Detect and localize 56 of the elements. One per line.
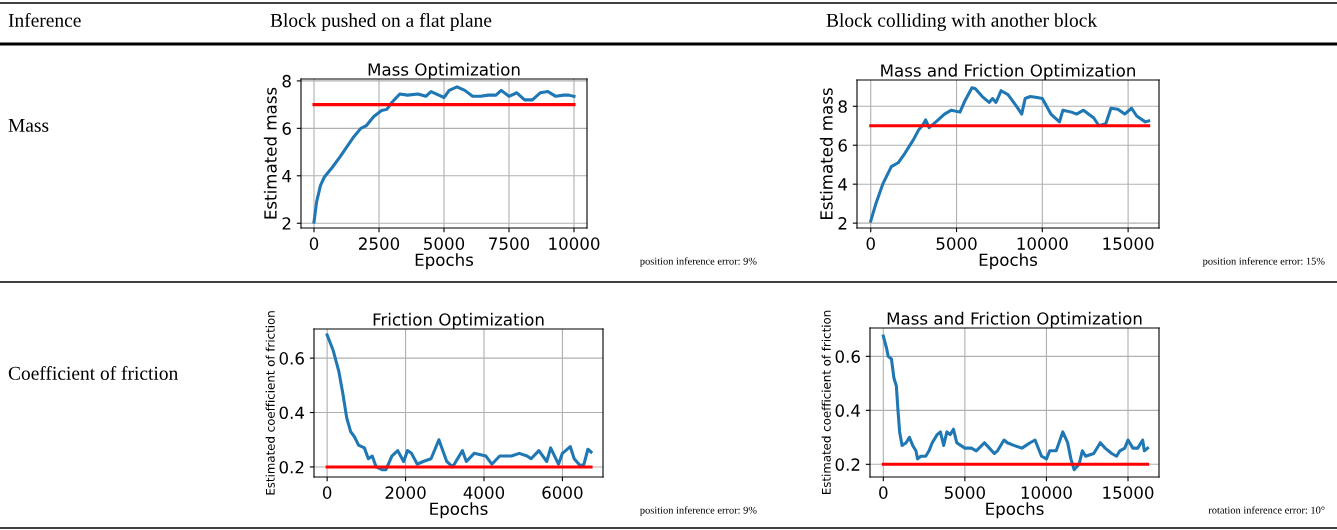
x-axis-title: Epochs	[430, 502, 488, 519]
line-series	[881, 334, 1150, 472]
x-tick-label: 0	[309, 237, 319, 250]
y-tick-label: 8	[282, 74, 291, 88]
x-tick-label: 10000	[1017, 237, 1068, 250]
text: Coefficient of friction	[8, 365, 178, 380]
chart-title: Friction Optimization	[373, 312, 544, 329]
y-tick-label: 0.4	[835, 404, 861, 417]
text: position inference error: 9%	[640, 506, 757, 516]
y-axis-title: Estimated mass	[819, 88, 833, 220]
y-tick-label: 0.2	[279, 460, 304, 474]
x-tick-label: 5000	[936, 237, 977, 250]
y-axis-title: Estimated coefficient of friction	[265, 311, 275, 495]
text: rotation inference error: 10°	[1208, 506, 1325, 514]
line-series	[869, 86, 1151, 223]
y-tick-label: 6	[282, 122, 291, 135]
x-tick-label: 6000	[542, 486, 583, 499]
text: Block pushed on a flat plane	[270, 13, 492, 31]
y-axis-title: Estimated coefficient of friction	[821, 310, 831, 495]
x-tick-label: 15000	[1103, 486, 1154, 499]
text: position inference error: 9%	[640, 257, 757, 267]
x-tick-label: 7500	[489, 237, 530, 250]
y-tick-label: 4	[838, 178, 848, 191]
x-tick-label: 0	[322, 486, 332, 499]
x-tick-label: 0	[879, 486, 888, 499]
y-tick-label: 4	[282, 169, 292, 183]
chart-title: Mass Optimization	[368, 62, 520, 79]
y-tick-label: 0.6	[835, 350, 860, 363]
y-tick-label: 8	[838, 100, 847, 113]
y-tick-label: 2	[838, 217, 847, 230]
y-tick-label: 0.6	[279, 352, 304, 365]
text: Inference	[8, 12, 81, 27]
x-axis-title: Epochs	[986, 502, 1044, 519]
x-tick-label: 4000	[463, 486, 505, 499]
x-tick-label: 0	[866, 237, 875, 250]
chart-title: Mass and Friction Optimization	[881, 63, 1135, 80]
x-tick-label: 10000	[549, 237, 600, 250]
x-tick-label: 2000	[385, 486, 426, 499]
text: Block colliding with another block	[826, 13, 1098, 31]
y-axis-title: Estimated mass	[263, 87, 277, 219]
y-tick-label: 2	[282, 217, 291, 230]
x-tick-label: 10000	[1021, 486, 1072, 499]
y-tick-label: 0.2	[835, 458, 860, 471]
text: position inference error: 15%	[1202, 257, 1325, 267]
line-series	[312, 85, 576, 224]
x-tick-label: 2500	[359, 237, 400, 250]
text: Mass	[8, 118, 49, 132]
chart-title: Mass and Friction Optimization	[887, 311, 1142, 328]
x-tick-label: 15000	[1103, 237, 1154, 250]
x-axis-title: Epochs	[979, 253, 1038, 270]
y-tick-label: 6	[838, 139, 847, 152]
y-tick-label: 0.4	[279, 406, 305, 420]
x-axis-title: Epochs	[415, 253, 474, 270]
x-tick-label: 5000	[424, 237, 465, 250]
x-tick-label: 5000	[944, 486, 985, 499]
line-series	[325, 333, 593, 472]
